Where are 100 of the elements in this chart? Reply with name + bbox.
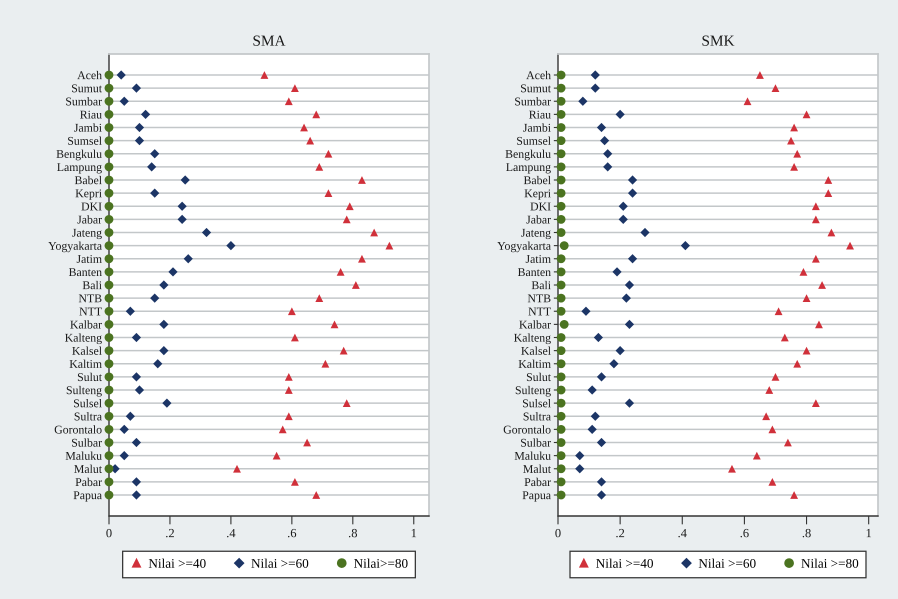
point xyxy=(147,162,156,172)
point xyxy=(596,477,606,486)
point xyxy=(596,438,606,448)
y-tick-label: Sulteng xyxy=(66,386,102,397)
point xyxy=(588,424,597,434)
point xyxy=(104,398,114,408)
point xyxy=(616,346,625,356)
y-tick-label: Bali xyxy=(82,280,102,290)
point xyxy=(556,464,566,474)
y-tick-label: Banten xyxy=(68,268,102,276)
point xyxy=(768,478,776,486)
chart-title: SMK xyxy=(702,36,734,46)
point xyxy=(132,438,142,448)
y-tick-label: NTT xyxy=(528,308,551,316)
point xyxy=(594,332,603,342)
point xyxy=(278,425,287,434)
point xyxy=(556,136,566,146)
legend-label: Nilai >=40 xyxy=(596,558,653,568)
x-tick-label: .6 xyxy=(740,528,749,538)
point xyxy=(284,97,293,106)
point xyxy=(300,124,308,132)
point xyxy=(159,320,168,329)
point xyxy=(556,438,566,447)
point xyxy=(556,254,566,264)
y-tick-label: Sulteng xyxy=(516,386,551,397)
point xyxy=(628,175,638,185)
point xyxy=(104,333,114,342)
y-tick-label: DKI xyxy=(81,202,102,210)
x-tick-label: .2 xyxy=(166,528,174,538)
point xyxy=(556,228,566,237)
point xyxy=(342,399,351,408)
point xyxy=(556,123,566,132)
legend-label: Nilai >=80 xyxy=(801,558,858,568)
point xyxy=(104,267,114,276)
point xyxy=(556,202,566,211)
point xyxy=(153,359,162,368)
point xyxy=(290,84,299,92)
point xyxy=(603,149,612,158)
y-tick-label: Jatim xyxy=(526,255,551,263)
point xyxy=(134,136,144,146)
point xyxy=(556,490,566,500)
legend-label: Nilai >=40 xyxy=(148,558,206,568)
point xyxy=(680,241,690,250)
point xyxy=(624,398,634,408)
y-tick-label: Sulut xyxy=(78,372,102,382)
point xyxy=(618,214,628,224)
point xyxy=(780,334,789,342)
x-tick-label: .2 xyxy=(616,528,624,538)
point xyxy=(120,451,129,460)
y-tick-label: Riau xyxy=(80,110,102,119)
y-tick-label: NTB xyxy=(528,294,550,302)
point xyxy=(104,70,114,80)
point xyxy=(556,412,566,421)
point xyxy=(132,332,142,342)
point xyxy=(793,150,802,158)
point xyxy=(556,149,566,158)
point xyxy=(784,438,792,446)
point xyxy=(609,359,619,368)
point xyxy=(315,294,324,302)
point xyxy=(556,110,566,119)
point xyxy=(340,346,348,355)
point xyxy=(352,281,360,289)
point xyxy=(588,385,597,395)
point xyxy=(556,176,566,184)
point xyxy=(104,477,114,486)
point xyxy=(126,412,135,421)
legend-label: Nilai >=60 xyxy=(698,558,756,568)
point xyxy=(233,464,241,473)
point xyxy=(556,359,566,368)
y-tick-label: Jambi xyxy=(523,123,551,132)
point xyxy=(312,110,320,118)
point xyxy=(104,162,114,172)
x-tick-label: .4 xyxy=(678,528,687,538)
point xyxy=(556,267,566,276)
point xyxy=(104,96,114,106)
point xyxy=(288,307,296,316)
y-tick-label: Riau xyxy=(529,110,551,119)
point xyxy=(560,241,569,250)
x-tick-label: 1 xyxy=(866,528,872,538)
point xyxy=(556,386,566,394)
point xyxy=(315,162,324,171)
point xyxy=(385,242,394,250)
point xyxy=(560,320,569,329)
y-tick-label: Jabar xyxy=(77,215,102,224)
point xyxy=(168,267,178,276)
point xyxy=(624,280,634,290)
point xyxy=(284,386,293,394)
point xyxy=(104,110,114,119)
y-tick-label: Papua xyxy=(522,491,551,502)
y-tick-label: Sulbar xyxy=(72,438,102,447)
point xyxy=(104,464,114,474)
point xyxy=(104,123,114,132)
point xyxy=(581,306,591,316)
point xyxy=(824,189,832,198)
chart-title: SMA xyxy=(253,36,286,46)
point xyxy=(290,334,299,342)
y-tick-label: Sumut xyxy=(521,84,551,92)
point xyxy=(752,452,761,460)
point xyxy=(104,306,114,316)
point xyxy=(104,136,114,146)
